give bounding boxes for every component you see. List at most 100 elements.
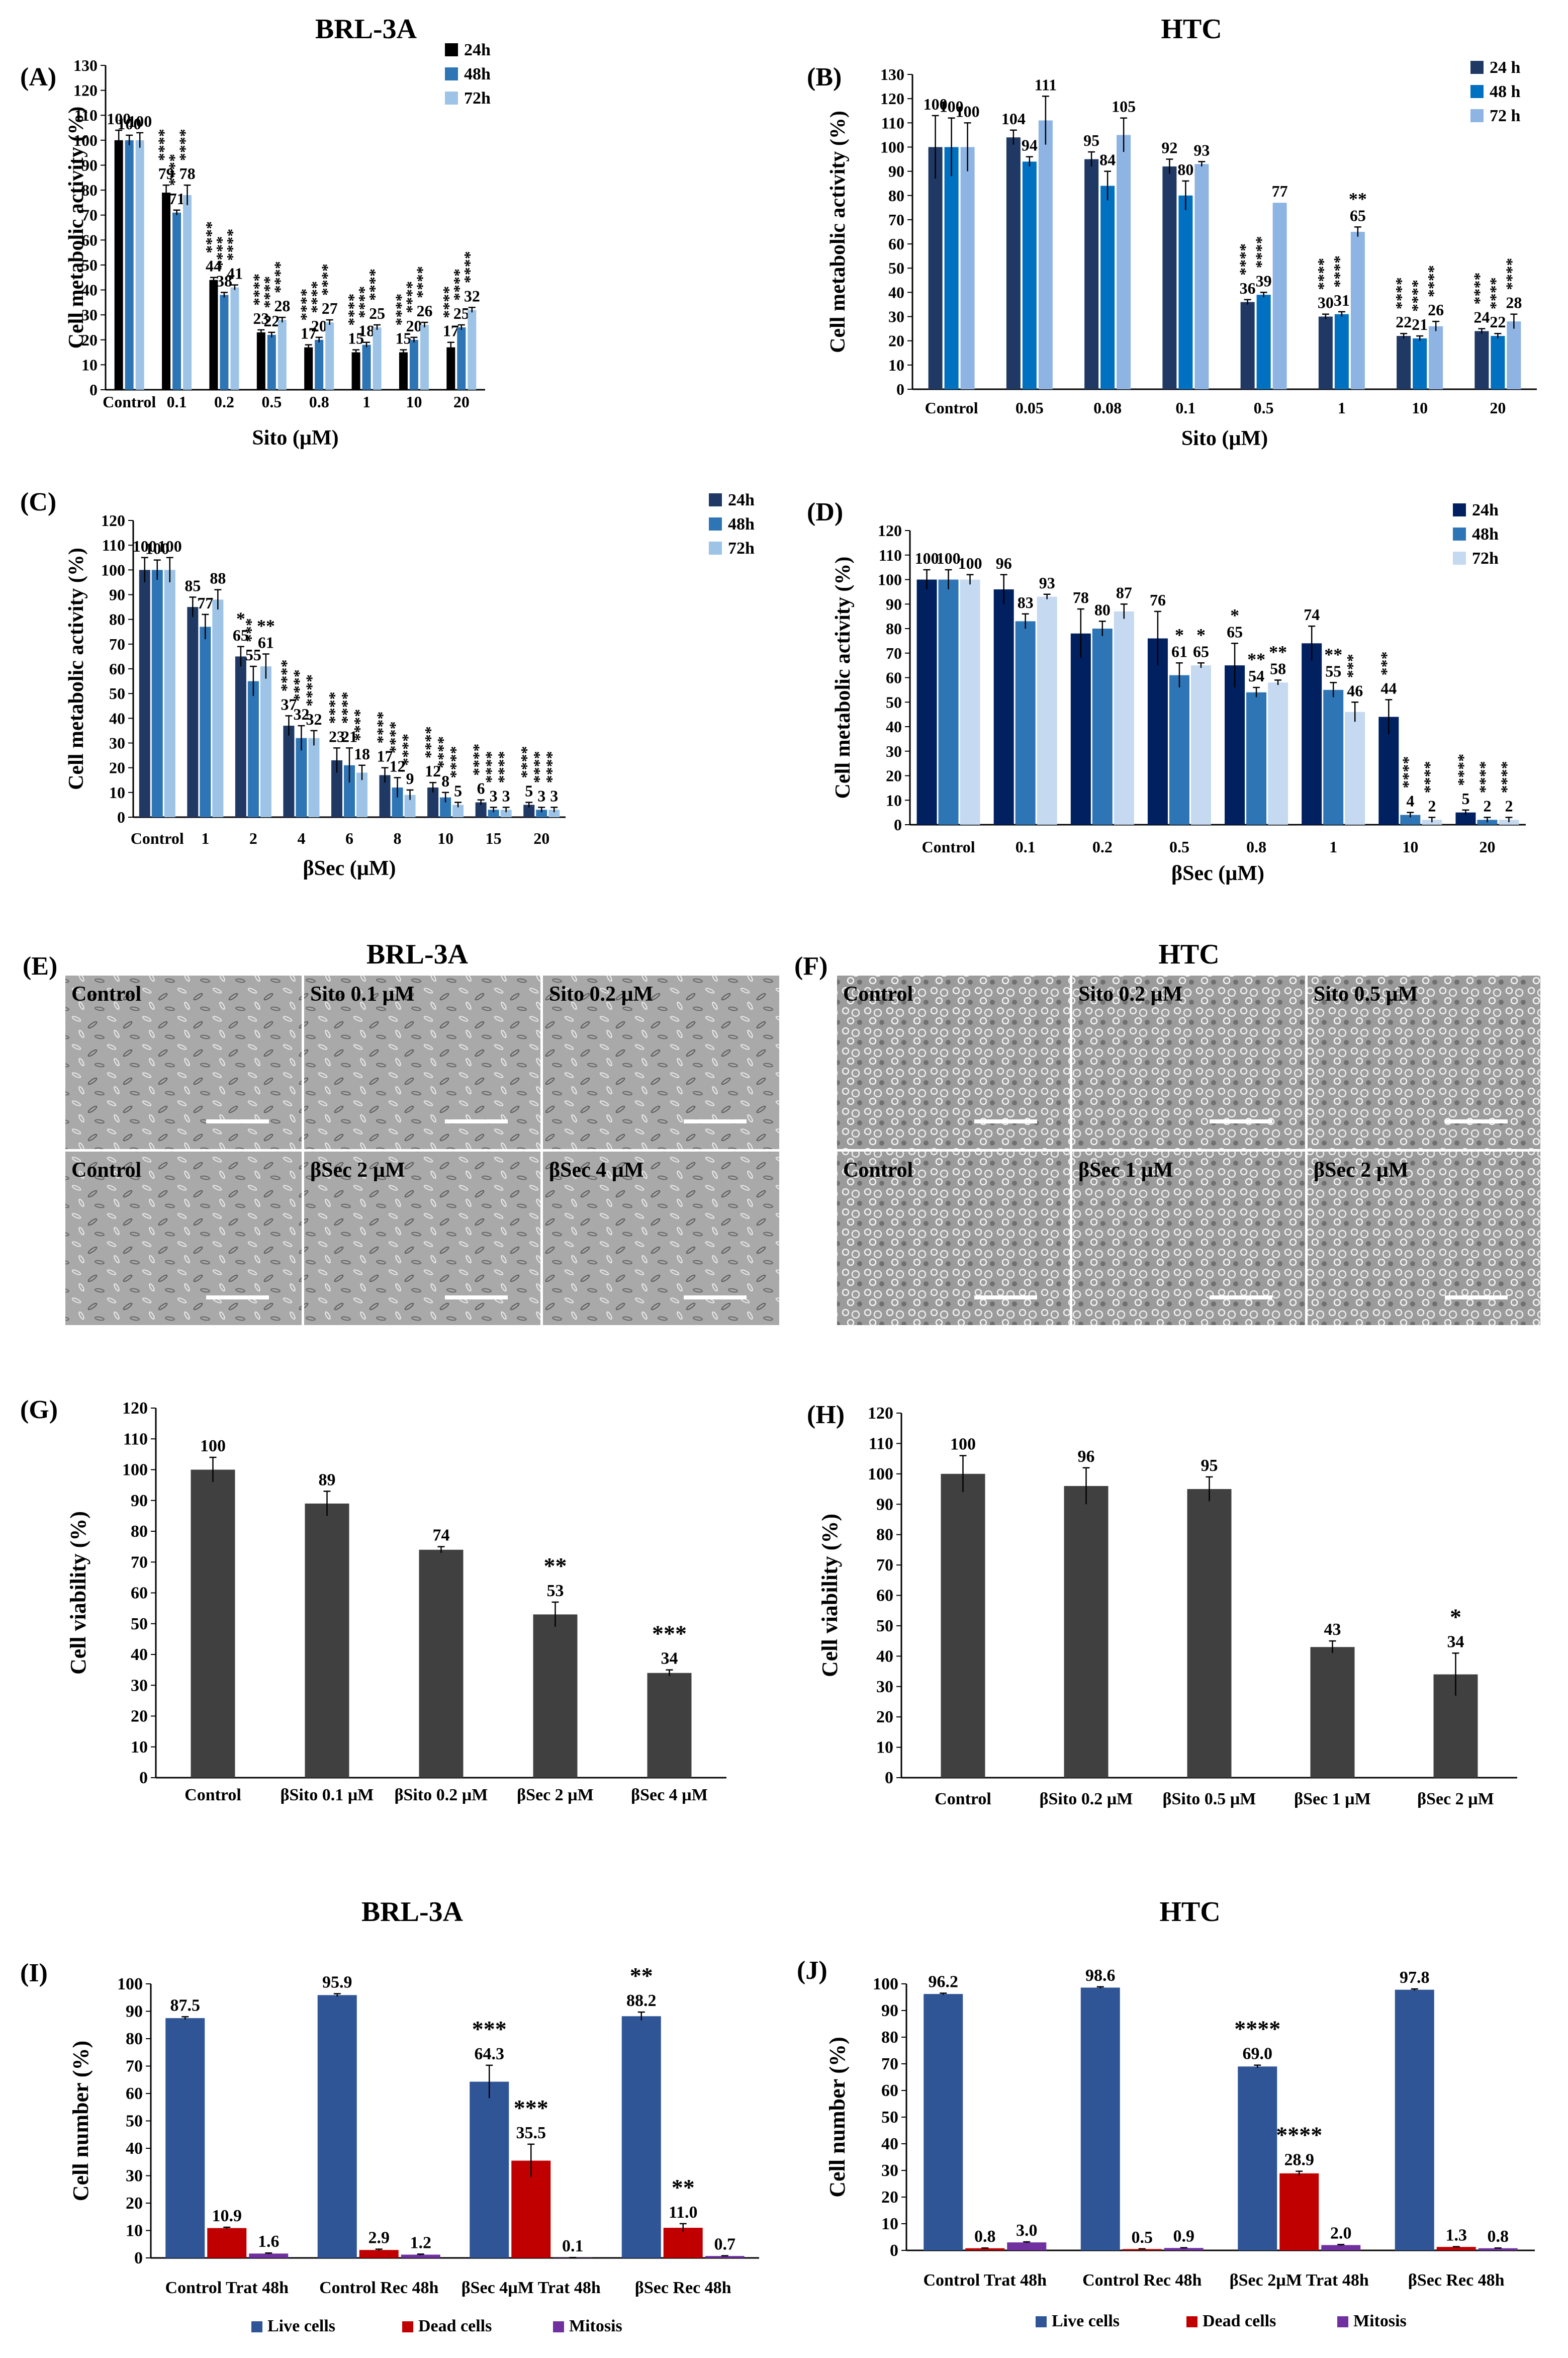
data-label: 53 (547, 1582, 564, 1600)
significance-marker: **** (482, 751, 500, 783)
legend-label: 24 h (1490, 58, 1521, 77)
data-label: 64.3 (475, 2045, 505, 2063)
bar (1246, 692, 1267, 825)
y-tick-label: 30 (126, 2167, 143, 2186)
y-tick-label: 50 (888, 259, 904, 277)
bar (1187, 1489, 1232, 1778)
legend-swatch (402, 2321, 413, 2332)
legend-label: 72 h (1490, 107, 1521, 125)
y-tick-label: 30 (131, 1676, 148, 1695)
significance-marker: **** (517, 746, 535, 778)
y-tick-label: 80 (126, 2030, 143, 2048)
chart-panel-i: 0 10 20 30 40 50 60 70 80 90 100 (I) Cell number (%)… (20, 1959, 759, 2335)
x-tick-label: 2 (249, 829, 257, 847)
x-tick-label: 1 (1329, 838, 1337, 856)
significance-marker: *** (1377, 651, 1395, 675)
legend-label: Dead cells (1203, 2312, 1276, 2330)
significance-marker: * (236, 608, 245, 629)
data-label: 23 (329, 727, 345, 745)
legend-swatch (1186, 2316, 1197, 2327)
data-label: 20 (406, 317, 422, 335)
panel-label: (D) (807, 498, 843, 527)
y-tick-label: 10 (886, 791, 902, 809)
micrograph-caption: βSec 1 µM (1078, 1159, 1173, 1182)
bar (548, 810, 560, 817)
x-tick-label: βSec Rec 48h (1408, 2271, 1505, 2290)
bar (305, 1503, 349, 1778)
significance-marker: **** (350, 709, 368, 741)
y-tick-label: 20 (126, 2194, 143, 2213)
bar (938, 579, 959, 825)
data-label: 69.0 (1243, 2045, 1273, 2063)
data-label: 28 (1506, 294, 1522, 312)
data-label: 0.9 (1173, 2227, 1195, 2246)
y-tick-label: 10 (881, 2215, 898, 2233)
significance-marker: ** (630, 1963, 653, 1988)
significance-marker: **** (365, 269, 384, 301)
y-tick-label: 110 (881, 114, 904, 132)
data-label: 5 (454, 782, 462, 800)
bar (165, 2018, 205, 2258)
x-tick-label: βSec 4 µM (631, 1786, 708, 1804)
data-label: 61 (1171, 642, 1187, 660)
significance-marker: **** (392, 294, 410, 326)
y-tick-label: 50 (876, 1617, 893, 1635)
x-tick-label: βSec 2 µM (1417, 1790, 1494, 1808)
legend-swatch (1453, 503, 1466, 516)
legend-label: 72h (464, 89, 491, 108)
data-label: 92 (1161, 139, 1177, 157)
data-label: 97.8 (1400, 1968, 1430, 1987)
data-label: 94 (1022, 136, 1038, 154)
bar (379, 775, 391, 817)
x-tick-label: Control (185, 1786, 241, 1804)
data-label: 95 (1201, 1456, 1218, 1475)
data-label: 100 (117, 115, 141, 133)
y-tick-label: 130 (73, 56, 98, 74)
significance-marker: * (1230, 605, 1239, 625)
significance-marker: **** (542, 751, 561, 783)
bar (1350, 232, 1365, 389)
data-label: 12 (425, 762, 441, 780)
bar (420, 325, 429, 390)
y-tick-label: 40 (109, 709, 125, 727)
legend-label: Live cells (1052, 2312, 1120, 2330)
y-tick-label: 110 (869, 1434, 893, 1453)
bar (452, 805, 464, 817)
data-label: 74 (1304, 605, 1320, 624)
bar (1015, 621, 1036, 825)
y-axis-title: Cell metabolic activity (%) (826, 111, 850, 353)
bar (278, 320, 287, 390)
bar (1238, 2066, 1277, 2250)
y-tick-label: 20 (131, 1707, 148, 1726)
significance-marker: **** (1486, 277, 1504, 309)
y-tick-label: 120 (101, 511, 125, 530)
bar (993, 589, 1014, 825)
bar (1478, 2248, 1518, 2250)
y-tick-label: 20 (109, 759, 125, 777)
bar (960, 147, 975, 389)
x-tick-label: Control Rec 48h (1082, 2271, 1202, 2290)
significance-marker: **** (277, 659, 295, 691)
data-label: 89 (319, 1470, 336, 1489)
data-label: 96 (1078, 1447, 1095, 1466)
y-tick-label: 10 (109, 783, 125, 802)
data-label: 17 (301, 324, 317, 342)
x-tick-label: 20 (1479, 838, 1495, 856)
legend-swatch (1470, 109, 1484, 122)
panel-label: (B) (807, 63, 842, 92)
y-tick-label: 120 (868, 1404, 893, 1423)
data-label: 100 (940, 98, 964, 116)
x-tick-label: 10 (1402, 838, 1418, 856)
x-tick-label: 0.2 (214, 393, 234, 411)
y-tick-label: 0 (890, 2241, 898, 2260)
y-tick-label: 0 (117, 808, 125, 826)
data-label: 100 (915, 549, 939, 567)
significance-marker: ** (257, 616, 275, 636)
bar (1147, 638, 1168, 825)
y-tick-label: 60 (81, 231, 98, 249)
data-label: 95 (1083, 131, 1099, 149)
y-tick-label: 30 (881, 2161, 898, 2180)
y-tick-label: 80 (876, 1526, 893, 1544)
significance-marker: **** (413, 266, 431, 298)
